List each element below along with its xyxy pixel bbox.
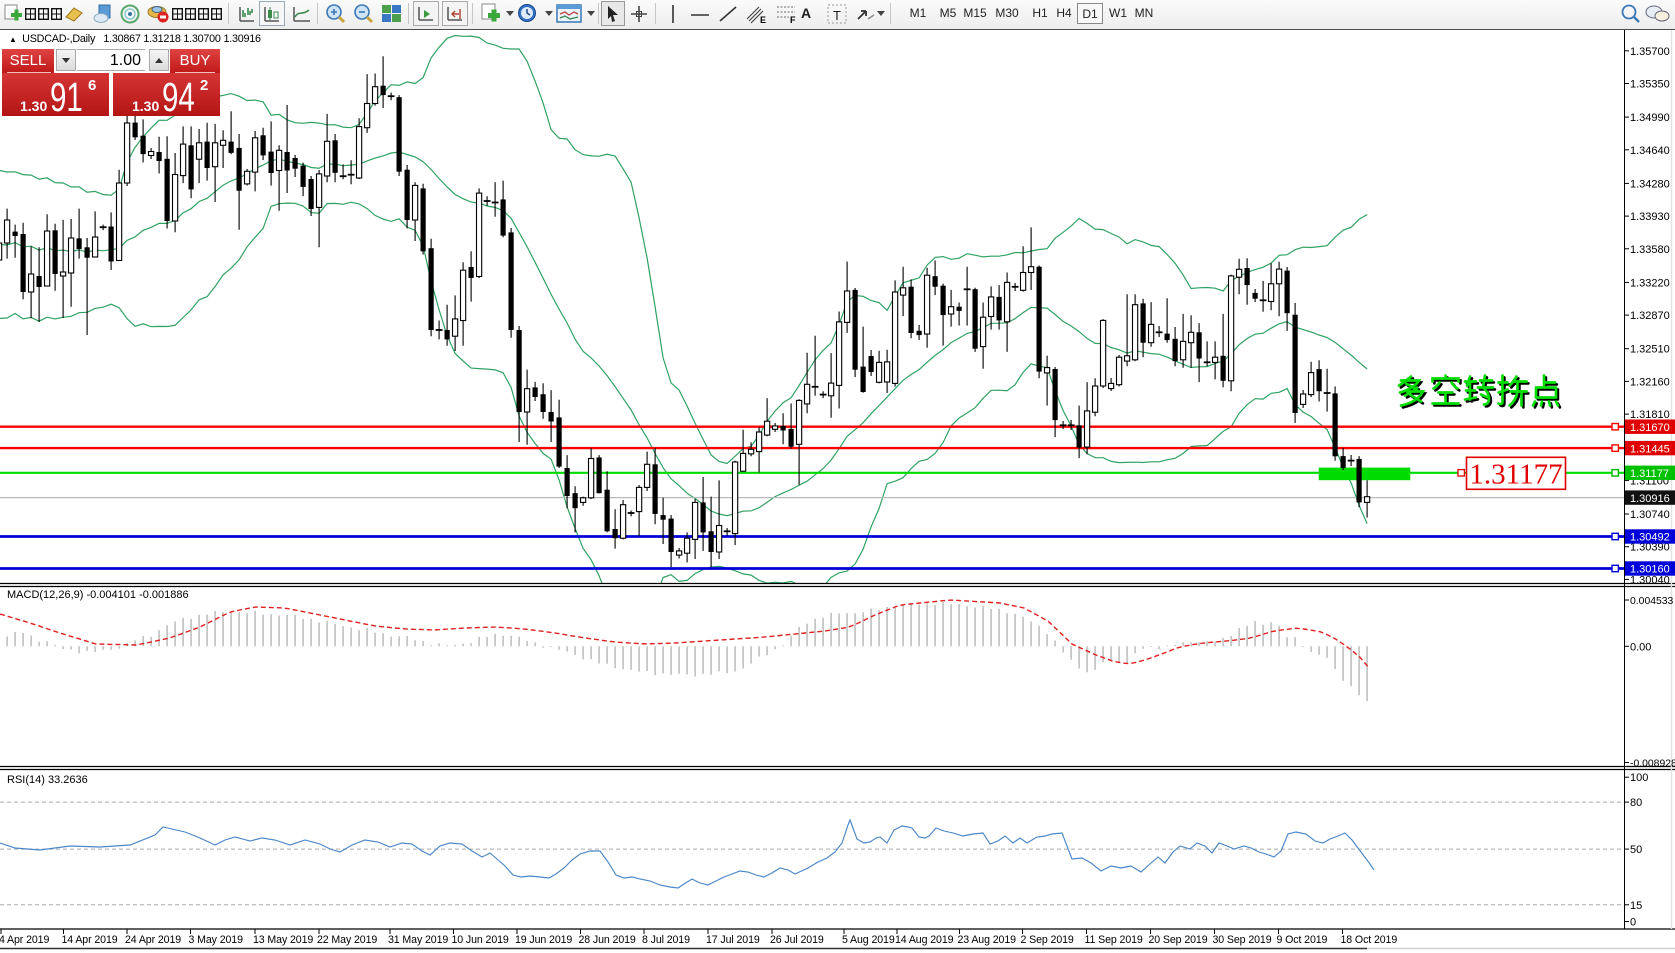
- svg-text:F: F: [790, 15, 796, 25]
- svg-text:15: 15: [1630, 900, 1642, 912]
- svg-text:50: 50: [1630, 844, 1642, 856]
- svg-text:13 May 2019: 13 May 2019: [253, 934, 313, 946]
- svg-text:-0.008928: -0.008928: [1630, 759, 1675, 770]
- svg-text:80: 80: [1630, 797, 1642, 809]
- svg-text:RSI(14) 33.2636: RSI(14) 33.2636: [7, 774, 88, 786]
- svg-text:T: T: [833, 8, 841, 23]
- svg-text:8 Jul 2019: 8 Jul 2019: [642, 934, 690, 946]
- svg-text:1.31177: 1.31177: [1469, 459, 1562, 491]
- svg-text:14 Aug 2019: 14 Aug 2019: [895, 934, 954, 946]
- svg-text:28 Jun 2019: 28 Jun 2019: [579, 934, 636, 946]
- svg-text:0.004533: 0.004533: [1630, 596, 1674, 607]
- svg-text:5 Aug 2019: 5 Aug 2019: [842, 934, 895, 946]
- svg-text:1.30916: 1.30916: [1630, 493, 1670, 505]
- svg-text:1.32870: 1.32870: [1630, 310, 1670, 322]
- svg-text:24 Apr 2019: 24 Apr 2019: [125, 934, 181, 946]
- svg-text:1.30390: 1.30390: [1630, 542, 1670, 554]
- svg-text:11 Sep 2019: 11 Sep 2019: [1085, 934, 1143, 946]
- svg-text:1.34280: 1.34280: [1630, 178, 1670, 190]
- svg-text:14 Apr 2019: 14 Apr 2019: [62, 934, 118, 946]
- svg-text:1.33930: 1.33930: [1630, 211, 1670, 223]
- svg-text:22 May 2019: 22 May 2019: [317, 934, 377, 946]
- svg-text:1.30040: 1.30040: [1630, 574, 1670, 586]
- svg-text:100: 100: [1630, 772, 1648, 784]
- svg-text:1.33580: 1.33580: [1630, 244, 1670, 256]
- svg-text:1.33220: 1.33220: [1630, 277, 1670, 289]
- svg-text:1.31177: 1.31177: [1630, 468, 1669, 480]
- svg-text:1.30740: 1.30740: [1630, 509, 1670, 521]
- svg-text:31 May 2019: 31 May 2019: [388, 934, 448, 946]
- svg-text:1.32510: 1.32510: [1630, 344, 1670, 356]
- svg-text:20 Sep 2019: 20 Sep 2019: [1149, 934, 1208, 946]
- svg-text:23 Aug 2019: 23 Aug 2019: [958, 934, 1017, 946]
- svg-text:1.31445: 1.31445: [1630, 443, 1670, 455]
- svg-text:MACD(12,26,9) -0.004101 -0.001: MACD(12,26,9) -0.004101 -0.001886: [7, 589, 189, 601]
- svg-text:0.00: 0.00: [1630, 641, 1651, 653]
- svg-text:E: E: [760, 15, 766, 25]
- svg-text:4 Apr 2019: 4 Apr 2019: [0, 934, 49, 946]
- svg-text:1.34990: 1.34990: [1630, 112, 1670, 124]
- svg-text:3 May 2019: 3 May 2019: [189, 934, 244, 946]
- svg-text:10 Jun 2019: 10 Jun 2019: [452, 934, 509, 946]
- svg-text:1.35700: 1.35700: [1630, 46, 1670, 58]
- svg-text:19 Jun 2019: 19 Jun 2019: [515, 934, 572, 946]
- svg-text:18 Oct 2019: 18 Oct 2019: [1341, 934, 1398, 946]
- svg-text:9 Oct 2019: 9 Oct 2019: [1277, 934, 1328, 946]
- svg-text:1.30160: 1.30160: [1630, 564, 1670, 576]
- svg-text:0: 0: [1630, 917, 1636, 929]
- svg-text:26 Jul 2019: 26 Jul 2019: [770, 934, 824, 946]
- svg-text:1.30492: 1.30492: [1630, 532, 1670, 544]
- svg-text:1.32160: 1.32160: [1630, 376, 1670, 388]
- svg-text:1.34640: 1.34640: [1630, 145, 1670, 157]
- svg-text:1.31670: 1.31670: [1630, 422, 1670, 434]
- svg-text:17 Jul 2019: 17 Jul 2019: [706, 934, 760, 946]
- svg-text:1.31810: 1.31810: [1630, 409, 1670, 421]
- svg-text:30 Sep 2019: 30 Sep 2019: [1213, 934, 1272, 946]
- svg-text:1.35350: 1.35350: [1630, 79, 1670, 91]
- svg-text:2 Sep 2019: 2 Sep 2019: [1021, 934, 1074, 946]
